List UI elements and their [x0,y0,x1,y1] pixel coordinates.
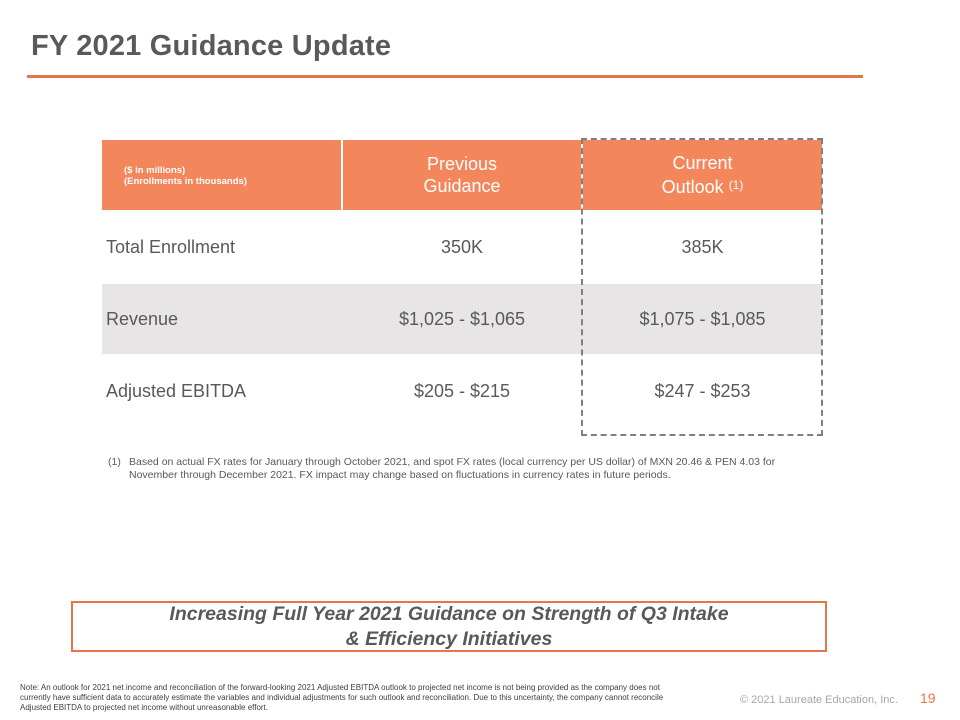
table-header-current: Current Outlook (1) [583,140,822,210]
units-millions: ($ in millions) [124,165,186,176]
footnote-marker: (1) [108,456,121,468]
current-outlook-highlight [581,138,823,436]
page-title: FY 2021 Guidance Update [31,30,392,62]
row-label: Total Enrollment [106,236,236,257]
row-current-value: $247 - $253 [654,380,751,401]
callout-line1: Increasing Full Year 2021 Guidance on St… [169,602,729,625]
row-previous-value: $205 - $215 [413,380,511,401]
row-label: Adjusted EBITDA [106,380,247,401]
title-underline [27,75,863,78]
row-current-value: $1,075 - $1,085 [639,308,766,329]
header-current-footnote-ref: (1) [728,178,744,192]
header-current-line1: Current [672,153,733,173]
header-previous-line1: Previous [426,154,498,174]
callout-line2: & Efficiency Initiatives [345,627,553,650]
row-label: Revenue [106,308,179,329]
header-previous-line2: Guidance [423,176,501,196]
header-current-line2: Outlook [661,177,724,197]
row-previous-value: $1,025 - $1,065 [398,308,526,329]
row-previous-value: 350K [440,236,484,257]
table-row: Total Enrollment 350K 385K [102,212,822,282]
table-header-previous: Previous Guidance [343,140,581,210]
callout-box: Increasing Full Year 2021 Guidance on St… [71,601,827,652]
units-thousands: (Enrollments in thousands) [124,176,247,187]
copyright: © 2021 Laureate Education, Inc. [740,694,898,706]
footnote-text: Based on actual FX rates for January thr… [129,456,776,481]
table-row: Adjusted EBITDA $205 - $215 $247 - $253 [102,356,822,426]
page-number: 19 [920,690,936,706]
table-header-units: ($ in millions) (Enrollments in thousand… [102,140,341,210]
disclaimer-note: Note: An outlook for 2021 net income and… [20,683,664,712]
table-row: Revenue $1,025 - $1,065 $1,075 - $1,085 [102,284,822,354]
row-current-value: 385K [681,236,724,257]
